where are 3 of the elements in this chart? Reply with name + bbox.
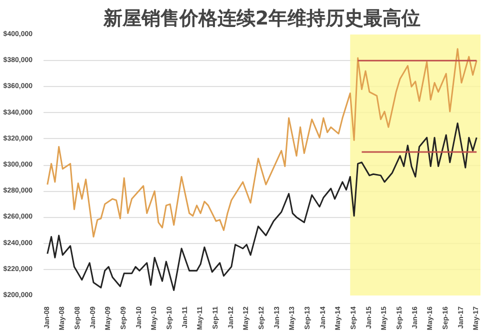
line-series [46, 48, 478, 238]
chart-title: 新屋销售价格连续2年维持历史最高位 [102, 8, 421, 30]
line-series [46, 122, 478, 292]
